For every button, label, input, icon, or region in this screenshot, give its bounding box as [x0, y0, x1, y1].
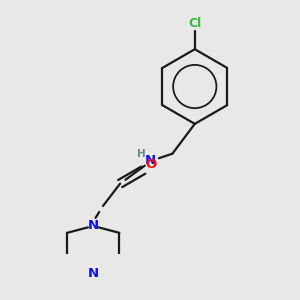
Text: O: O	[146, 158, 157, 171]
Text: N: N	[88, 219, 99, 232]
Text: N: N	[88, 267, 99, 280]
Text: Cl: Cl	[188, 16, 201, 30]
Text: H: H	[137, 149, 146, 159]
Text: N: N	[145, 154, 156, 167]
